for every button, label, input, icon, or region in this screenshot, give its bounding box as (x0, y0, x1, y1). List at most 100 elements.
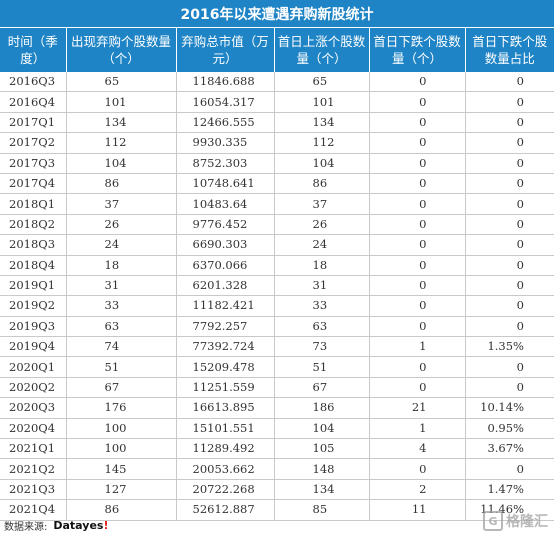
cell-abandoned-count: 33 (66, 295, 177, 317)
cell-abandoned-value: 10748.641 (176, 173, 275, 195)
cell-first-day-down-ratio: 0 (465, 234, 554, 256)
cell-abandoned-count: 67 (66, 377, 177, 399)
cell-first-day-down: 0 (369, 72, 466, 93)
cell-abandoned-value: 11289.492 (176, 438, 275, 460)
cell-first-day-down: 0 (369, 458, 466, 480)
cell-first-day-up: 86 (274, 173, 370, 195)
cell-first-day-down: 1 (369, 418, 466, 440)
cell-abandoned-count: 65 (66, 72, 177, 93)
table-row: 2018Q4 18 6370.066 18 0 0 (0, 255, 554, 276)
cell-first-day-up: 26 (274, 214, 370, 236)
cell-abandoned-value: 20053.662 (176, 458, 275, 480)
cell-abandoned-count: 101 (66, 91, 177, 113)
cell-first-day-down-ratio: 0.95% (465, 418, 554, 440)
cell-period: 2021Q4 (0, 499, 67, 521)
cell-period: 2017Q1 (0, 112, 67, 134)
cell-first-day-down-ratio: 0 (465, 193, 554, 215)
table-row: 2017Q4 86 10748.641 86 0 0 (0, 173, 554, 195)
cell-period: 2018Q2 (0, 214, 67, 236)
cell-abandoned-count: 100 (66, 418, 177, 440)
cell-abandoned-value: 6370.066 (176, 255, 275, 276)
cell-first-day-down: 0 (369, 214, 466, 236)
cell-first-day-down-ratio: 0 (465, 295, 554, 317)
cell-abandoned-count: 134 (66, 112, 177, 134)
cell-first-day-up: 101 (274, 91, 370, 113)
cell-first-day-up: 148 (274, 458, 370, 480)
cell-first-day-up: 51 (274, 356, 370, 378)
cell-period: 2019Q1 (0, 275, 67, 297)
cell-abandoned-count: 145 (66, 458, 177, 480)
cell-first-day-up: 63 (274, 316, 370, 338)
cell-period: 2019Q4 (0, 336, 67, 358)
datayes-logo: Datayes! (53, 519, 108, 532)
cell-first-day-down: 0 (369, 356, 466, 378)
cell-abandoned-value: 12466.555 (176, 112, 275, 134)
cell-abandoned-value: 16054.317 (176, 91, 275, 113)
cell-first-day-down-ratio: 1.47% (465, 479, 554, 501)
cell-first-day-down-ratio: 10.14% (465, 397, 554, 419)
cell-first-day-down: 0 (369, 91, 466, 113)
cell-period: 2020Q4 (0, 418, 67, 440)
table-row: 2016Q4 101 16054.317 101 0 0 (0, 91, 554, 113)
cell-period: 2018Q3 (0, 234, 67, 256)
cell-abandoned-value: 7792.257 (176, 316, 275, 338)
cell-first-day-down: 0 (369, 255, 466, 276)
cell-first-day-down-ratio: 0 (465, 153, 554, 174)
cell-abandoned-value: 52612.887 (176, 499, 275, 521)
cell-period: 2021Q1 (0, 438, 67, 460)
column-header-first-day-down-ratio: 首日下跌个股数量占比 (465, 28, 554, 72)
cell-abandoned-count: 104 (66, 153, 177, 174)
column-header-first-day-down: 首日下跌个股数量（个） (369, 28, 466, 72)
cell-abandoned-value: 10483.64 (176, 193, 275, 215)
cell-period: 2021Q3 (0, 479, 67, 501)
gelonghui-watermark: G 格隆汇 (483, 511, 548, 531)
cell-first-day-down-ratio: 0 (465, 91, 554, 113)
cell-abandoned-value: 15209.478 (176, 356, 275, 378)
cell-abandoned-value: 11182.421 (176, 295, 275, 317)
cell-first-day-down-ratio: 0 (465, 72, 554, 93)
cell-first-day-down-ratio: 0 (465, 316, 554, 338)
data-source: 数据来源: Datayes! (4, 518, 108, 533)
cell-first-day-down: 0 (369, 234, 466, 256)
table-row: 2021Q3 127 20722.268 134 2 1.47% (0, 479, 554, 501)
table-row: 2017Q2 112 9930.335 112 0 0 (0, 132, 554, 154)
cell-abandoned-count: 112 (66, 132, 177, 154)
cell-first-day-down: 0 (369, 295, 466, 317)
cell-abandoned-value: 9930.335 (176, 132, 275, 154)
table-row: 2019Q3 63 7792.257 63 0 0 (0, 316, 554, 338)
table-row: 2021Q1 100 11289.492 105 4 3.67% (0, 438, 554, 460)
cell-abandoned-value: 8752.303 (176, 153, 275, 174)
column-header-first-day-up: 首日上涨个股数量（个） (274, 28, 370, 72)
table-row: 2021Q4 86 52612.887 85 11 11.46% (0, 499, 554, 521)
cell-period: 2019Q2 (0, 295, 67, 317)
table-body: 2016Q3 65 11846.688 65 0 0 2016Q4 101 16054.317 1… (0, 72, 554, 521)
cell-first-day-down: 0 (369, 316, 466, 338)
cell-first-day-down: 0 (369, 173, 466, 195)
cell-first-day-down-ratio: 0 (465, 112, 554, 134)
table-row: 2019Q1 31 6201.328 31 0 0 (0, 275, 554, 297)
cell-first-day-up: 65 (274, 72, 370, 93)
cell-abandoned-count: 63 (66, 316, 177, 338)
cell-first-day-down-ratio: 0 (465, 255, 554, 276)
cell-period: 2017Q4 (0, 173, 67, 195)
cell-first-day-up: 134 (274, 479, 370, 501)
column-header-abandoned-value: 弃购总市值（万元） (176, 28, 275, 72)
cell-abandoned-count: 176 (66, 397, 177, 419)
cell-first-day-down-ratio: 1.35% (465, 336, 554, 358)
cell-abandoned-value: 11846.688 (176, 72, 275, 93)
gelonghui-logo-icon: G (483, 511, 503, 531)
cell-first-day-down: 0 (369, 112, 466, 134)
cell-period: 2018Q1 (0, 193, 67, 215)
table-row: 2017Q3 104 8752.303 104 0 0 (0, 153, 554, 174)
cell-abandoned-value: 77392.724 (176, 336, 275, 358)
cell-period: 2017Q3 (0, 153, 67, 174)
datayes-logo-text: Datayes (53, 518, 104, 532)
column-header-abandoned-count: 出现弃购个股数量（个） (66, 28, 177, 72)
source-label: 数据来源: (4, 521, 48, 533)
table-row: 2019Q4 74 77392.724 73 1 1.35% (0, 336, 554, 358)
table-row: 2019Q2 33 11182.421 33 0 0 (0, 295, 554, 317)
cell-first-day-down-ratio: 0 (465, 275, 554, 297)
cell-first-day-down-ratio: 0 (465, 458, 554, 480)
cell-first-day-up: 85 (274, 499, 370, 521)
cell-first-day-down-ratio: 3.67% (465, 438, 554, 460)
